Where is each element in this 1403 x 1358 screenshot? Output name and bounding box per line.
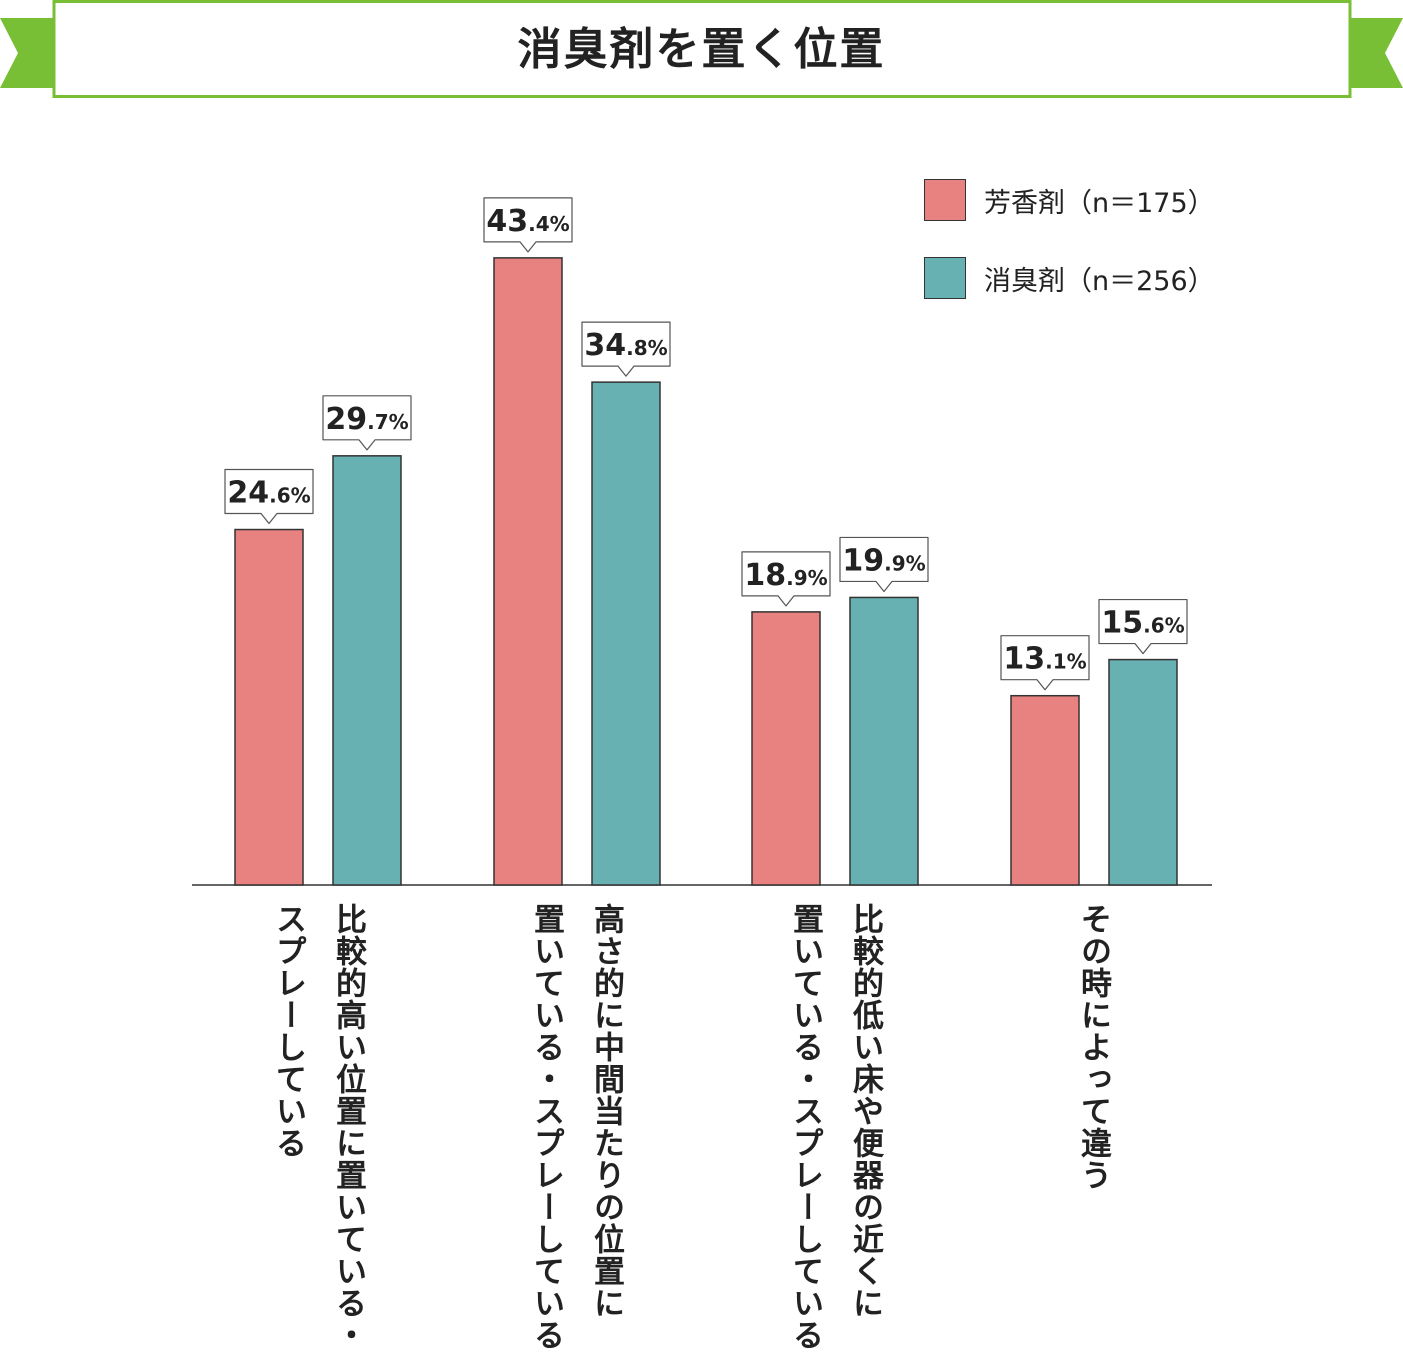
category-label-high-line2: スプレーしている [270,903,306,1159]
value-callout-series2-cat3 [839,536,929,593]
value-callout-series2-cat4 [1098,598,1188,655]
legend-label-series-a: 芳香剤（n＝175） [984,187,1215,219]
value-label-series1-cat1: 24.6% [227,476,310,511]
category-label-middle-line1: 高さ的に中間当たりの位置に [588,903,624,1319]
bar-series1-cat3 [751,611,821,886]
bar-series1-cat4 [1010,694,1080,886]
category-label-high-line1: 比較的高い位置に置いている・ [330,903,366,1351]
bar-series2-cat3 [849,596,919,886]
legend-swatch-series-b [924,257,966,299]
value-label-series1-cat4: 13.1% [1003,642,1086,677]
bar-series2-cat1 [332,455,402,886]
value-label-series2-cat4: 15.6% [1101,606,1184,641]
value-callout-series1-cat1 [224,468,314,525]
value-callout-series2-cat1 [322,395,412,451]
legend-item-series-b: 消臭剤（n＝256） [924,257,1215,299]
legend-swatch-series-a [924,179,966,221]
banner-box [52,0,1352,98]
title-banner [0,0,1403,98]
chart-title: 消臭剤を置く位置 [517,24,886,75]
banner-right-ribbon [1341,18,1403,88]
value-label-series2-cat1: 29.7% [325,402,408,437]
category-label-low-line1: 比較的低い床や便器の近くに [847,903,883,1319]
value-label-series1-cat3: 18.9% [744,558,827,593]
category-label-varies: その時によって違う [1063,903,1123,1353]
legend-label-series-b: 消臭剤（n＝256） [984,265,1215,297]
bar-series1-cat1 [234,528,304,886]
legend-item-series-a: 芳香剤（n＝175） [924,179,1215,221]
banner-left-ribbon [0,18,62,88]
category-label-middle: 高さ的に中間当たりの位置に 置いている・スプレーしている [516,903,636,1353]
bar-series1-cat2 [493,257,563,886]
bar-series2-cat4 [1108,658,1178,886]
value-label-series2-cat3: 19.9% [842,543,925,578]
value-callout-series2-cat2 [581,321,671,377]
category-label-varies-line1: その時によって違う [1075,903,1111,1191]
value-callout-series1-cat4 [1000,635,1090,691]
category-label-middle-line2: 置いている・スプレーしている [528,903,564,1351]
category-label-low: 比較的低い床や便器の近くに 置いている・スプレーしている [775,903,895,1353]
value-callout-series1-cat2 [483,197,573,253]
value-label-series2-cat2: 34.8% [584,328,667,363]
value-label-series1-cat2: 43.4% [486,204,569,239]
value-callout-series1-cat3 [741,551,831,607]
bar-series2-cat2 [591,381,661,886]
category-label-high: 比較的高い位置に置いている・ スプレーしている [258,903,378,1353]
category-label-low-line2: 置いている・スプレーしている [787,903,823,1351]
